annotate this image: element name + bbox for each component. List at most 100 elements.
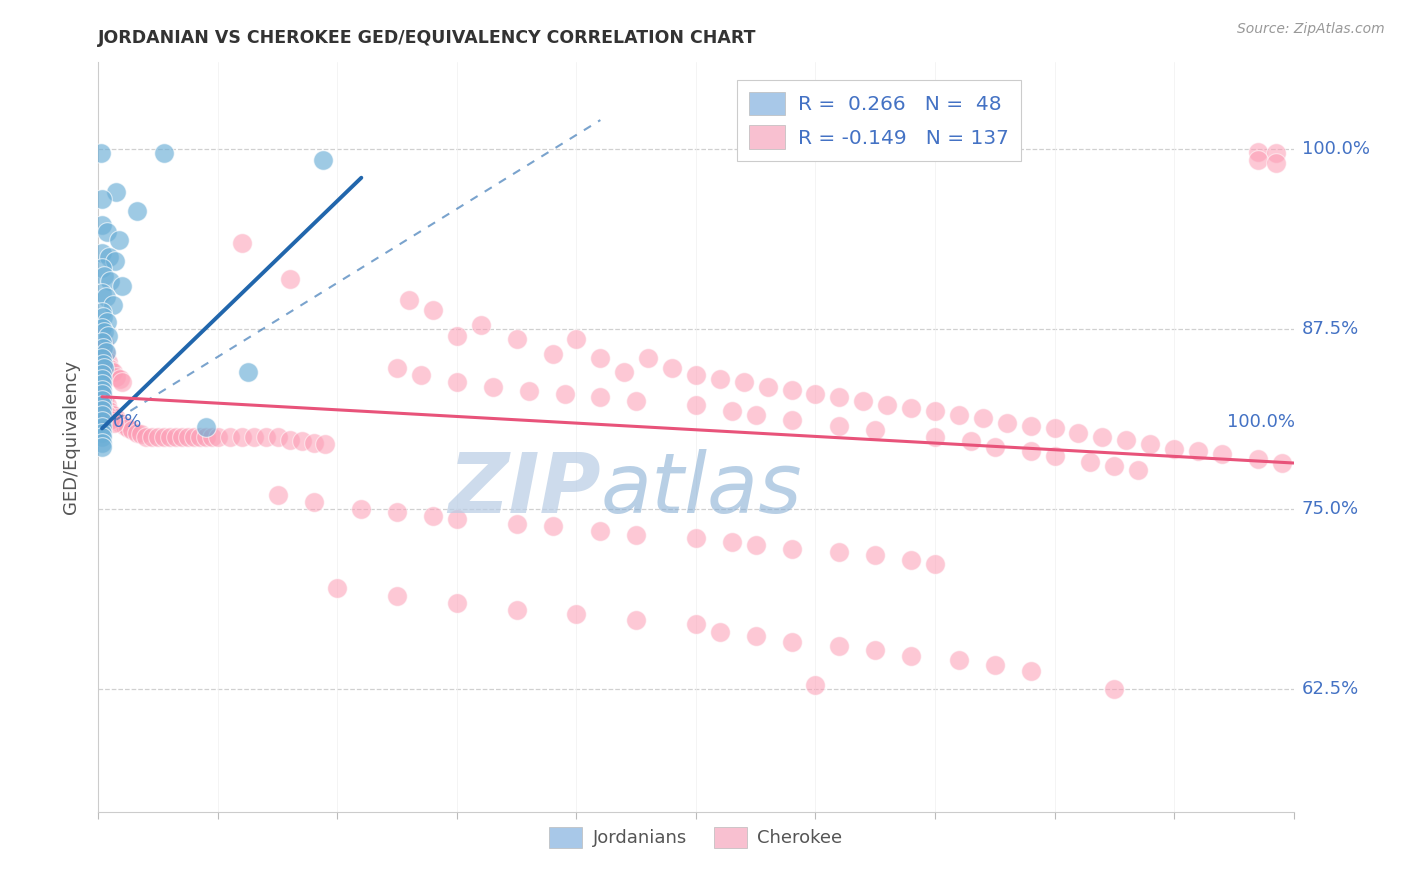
Point [626,394,648,409]
Point [91,425,114,440]
Point [995,416,1018,430]
Point [91,285,114,300]
Point [219,430,242,444]
Point [948,653,970,667]
Point [93,404,115,418]
Point [685,398,707,412]
Point [733,376,755,390]
Point [1019,418,1042,433]
Point [93,336,115,351]
Point [243,430,266,444]
Legend: Jordanians, Cherokee: Jordanians, Cherokee [543,820,849,855]
Point [97,329,120,343]
Point [865,423,887,437]
Point [446,376,468,390]
Point [1115,433,1137,447]
Point [924,404,946,418]
Point [865,643,887,657]
Point [195,430,218,444]
Point [1163,442,1185,456]
Point [865,548,887,562]
Point [685,368,707,383]
Point [177,430,200,444]
Text: ZIP: ZIP [447,449,600,530]
Point [291,434,314,449]
Text: 100.0%: 100.0% [1302,140,1369,158]
Point [121,423,143,437]
Point [267,488,290,502]
Point [195,420,218,434]
Point [972,411,994,425]
Point [589,351,612,365]
Point [98,362,122,376]
Point [422,509,444,524]
Point [91,392,114,407]
Point [828,390,851,404]
Point [101,297,124,311]
Point [804,678,827,692]
Point [1080,454,1102,468]
Point [1271,456,1294,470]
Point [302,435,325,450]
Text: 100.0%: 100.0% [1226,413,1295,431]
Point [91,420,114,434]
Point [685,617,707,632]
Text: Source: ZipAtlas.com: Source: ZipAtlas.com [1237,22,1385,37]
Point [745,538,768,552]
Y-axis label: GED/Equivalency: GED/Equivalency [62,360,80,514]
Point [98,275,122,289]
Point [207,430,229,444]
Point [91,383,114,397]
Point [105,185,128,199]
Point [91,398,114,412]
Point [1091,430,1114,444]
Point [91,341,114,355]
Point [900,401,922,416]
Point [1139,437,1161,451]
Point [93,268,115,283]
Point [278,271,301,285]
Point [1104,458,1126,473]
Point [91,430,114,444]
Point [91,387,114,401]
Point [91,367,114,381]
Point [108,416,131,430]
Point [565,607,588,622]
Point [91,329,114,343]
Point [96,226,118,240]
Point [385,505,409,519]
Point [721,404,744,418]
Point [780,542,803,557]
Point [685,531,707,545]
Point [828,418,851,433]
Point [188,430,211,444]
Point [506,603,529,617]
Point [101,409,124,423]
Point [98,250,121,264]
Point [756,379,779,393]
Point [96,315,118,329]
Point [201,430,224,444]
Point [93,360,115,375]
Point [125,425,148,440]
Point [828,639,851,653]
Point [900,649,922,664]
Point [1264,146,1286,161]
Point [637,351,659,365]
Point [254,430,277,444]
Point [780,413,803,427]
Point [1043,421,1066,435]
Point [183,430,205,444]
Point [481,379,505,393]
Point [91,310,114,325]
Point [517,384,540,398]
Point [326,582,349,596]
Point [98,404,121,418]
Point [506,332,529,346]
Point [780,634,803,648]
Point [105,411,128,425]
Point [108,372,131,386]
Point [103,416,125,430]
Point [709,372,731,386]
Point [721,535,744,549]
